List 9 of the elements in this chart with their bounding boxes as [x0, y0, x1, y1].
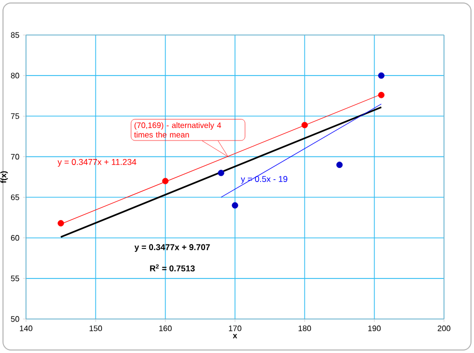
point [232, 202, 238, 209]
annotation: y = 0.5x - 19 [240, 176, 288, 184]
point [58, 220, 64, 226]
point [378, 92, 384, 98]
point [301, 122, 308, 128]
point [218, 170, 224, 176]
point [378, 72, 384, 79]
point [336, 162, 343, 168]
point [162, 178, 169, 184]
